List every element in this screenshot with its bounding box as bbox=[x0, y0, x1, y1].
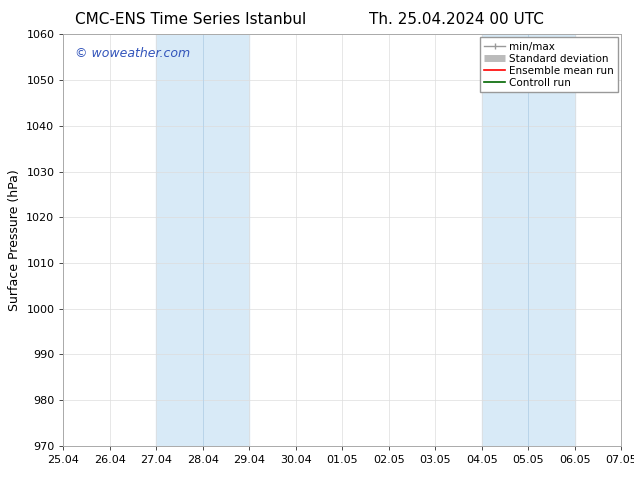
Text: CMC-ENS Time Series Istanbul: CMC-ENS Time Series Istanbul bbox=[75, 12, 306, 27]
Legend: min/max, Standard deviation, Ensemble mean run, Controll run: min/max, Standard deviation, Ensemble me… bbox=[480, 37, 618, 92]
Text: Th. 25.04.2024 00 UTC: Th. 25.04.2024 00 UTC bbox=[369, 12, 544, 27]
Y-axis label: Surface Pressure (hPa): Surface Pressure (hPa) bbox=[8, 169, 21, 311]
Bar bbox=[482, 34, 575, 446]
Text: © woweather.com: © woweather.com bbox=[75, 47, 190, 60]
Bar bbox=[157, 34, 249, 446]
